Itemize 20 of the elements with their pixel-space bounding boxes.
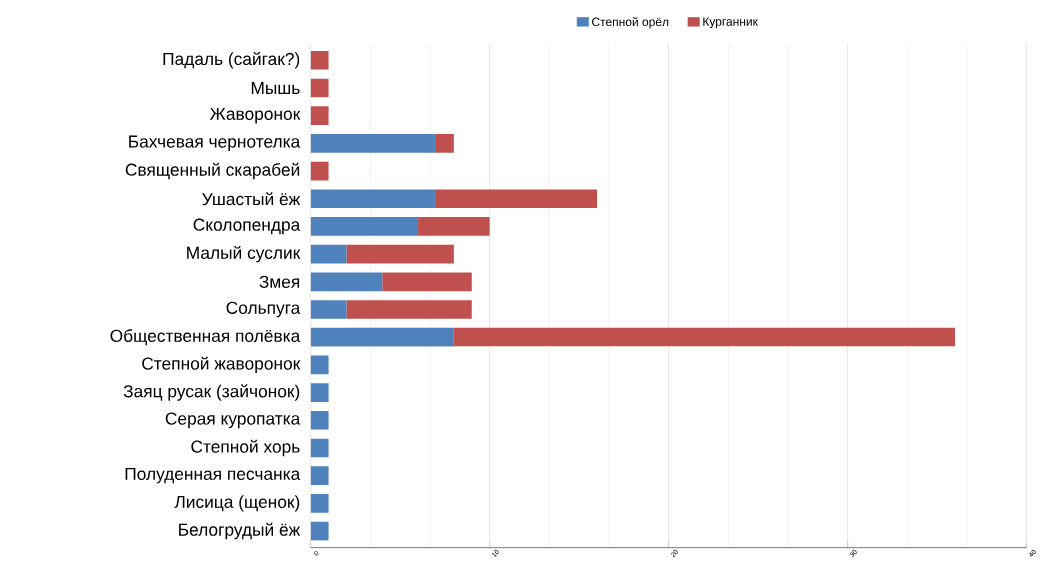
y-tick-label: Степной жаворонок <box>142 356 301 374</box>
y-tick-label: Сольпуга <box>226 301 301 318</box>
y-tick-label: Общественная полёвка <box>110 329 301 346</box>
y-tick-label: Священный скарабей <box>125 162 300 180</box>
y-tick-label: Степной хорь <box>191 439 300 457</box>
y-tick-label: Белогрудый ёж <box>179 522 301 540</box>
legend-label: Степной орёл <box>592 17 669 29</box>
y-tick-label: Полуденная песчанка <box>125 467 301 484</box>
y-tick-label: Сколопендра <box>193 218 301 235</box>
legend-label: Курганник <box>703 17 758 29</box>
y-tick-label: Малый суслик <box>187 245 301 263</box>
y-tick-label: Мышь <box>251 82 300 94</box>
y-tick-label: Змея <box>259 275 300 288</box>
y-tick-label: Бахчевая чернотелка <box>129 135 301 152</box>
y-tick-label: Падаль (сайгак?) <box>163 52 300 69</box>
y-tick-label: Заяц русак (зайчонок) <box>123 384 300 401</box>
y-tick-label: Жаворонок <box>209 107 301 124</box>
y-tick-label: Ушастый ёж <box>202 192 301 206</box>
y-tick-label: Серая куропатка <box>165 412 301 429</box>
y-tick-label: Лисица (щенок) <box>174 495 300 512</box>
